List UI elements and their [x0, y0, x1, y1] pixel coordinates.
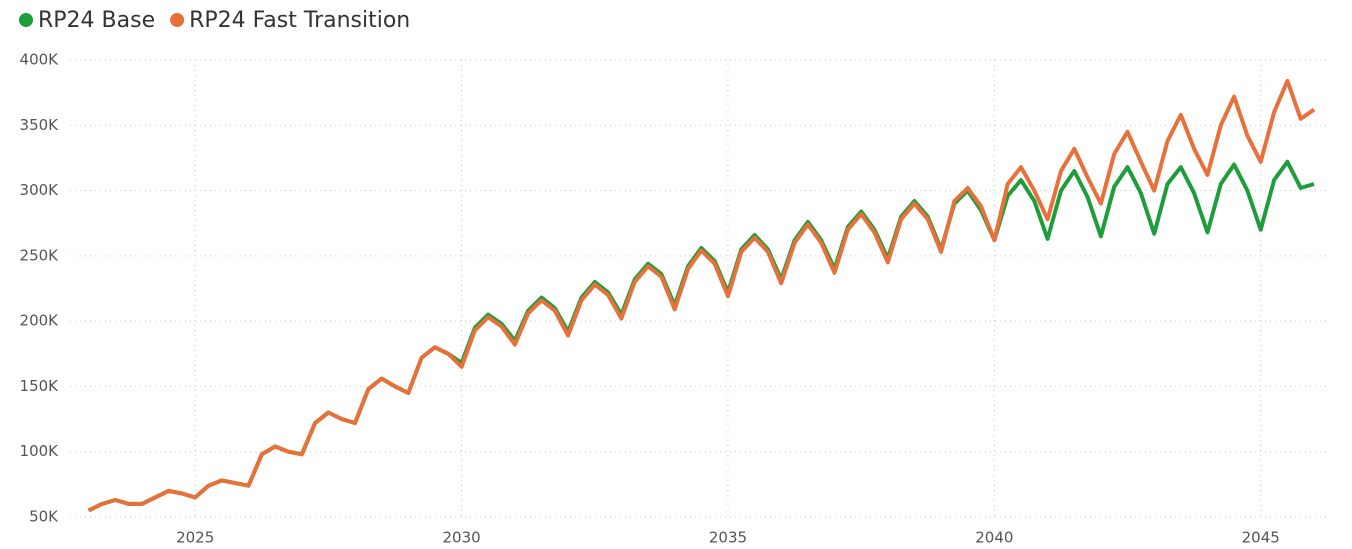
series-line [87, 78, 1316, 513]
x-tick-label: 2035 [709, 529, 747, 547]
x-tick-label: 2025 [176, 529, 214, 547]
y-tick-label: 100K [20, 442, 60, 460]
y-tick-label: 250K [20, 246, 60, 264]
y-tick-label: 350K [20, 116, 60, 134]
legend-label: RP24 Fast Transition [189, 8, 410, 33]
y-tick-label: 50K [29, 508, 59, 526]
legend-marker [19, 13, 33, 27]
series-line [87, 159, 1315, 513]
legend-label: RP24 Base [38, 8, 155, 33]
y-tick-label: 300K [20, 181, 60, 199]
y-tick-label: 400K [20, 51, 60, 69]
legend-marker [170, 13, 185, 27]
y-tick-label: 200K [20, 312, 60, 330]
y-tick-label: 150K [20, 377, 60, 395]
x-tick-label: 2040 [975, 529, 1013, 547]
x-tick-label: 2045 [1242, 529, 1280, 547]
x-tick-label: 2030 [442, 529, 480, 547]
